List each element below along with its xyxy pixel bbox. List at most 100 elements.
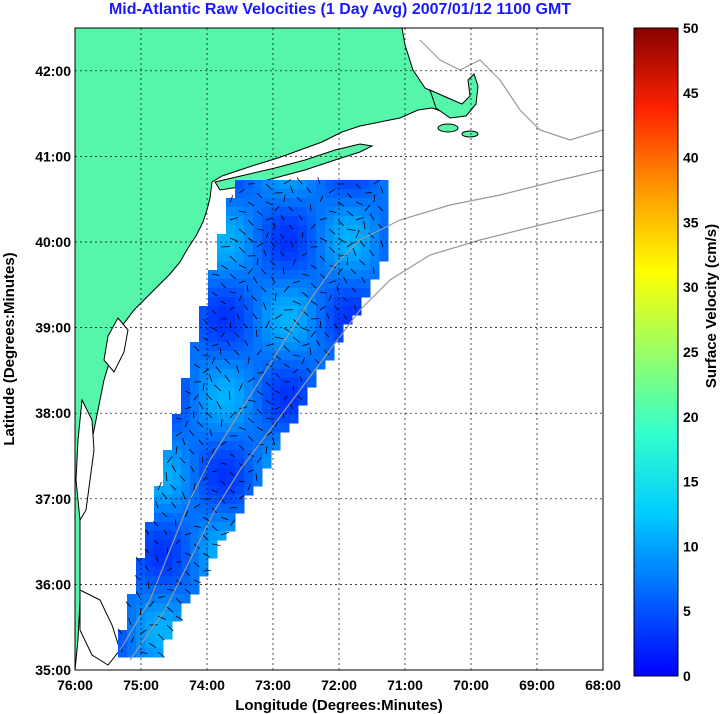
velocity-cell [343,306,353,316]
velocity-arrow [328,188,336,194]
velocity-cell [298,324,308,334]
velocity-cell [199,369,209,379]
velocity-cell [172,603,182,613]
velocity-arrow [319,195,324,203]
velocity-cell [370,243,380,253]
velocity-cell [163,531,173,541]
velocity-cell [289,207,299,217]
velocity-arrow [211,543,221,546]
velocity-arrow [380,240,384,248]
velocity-cell [343,288,353,298]
velocity-cell [163,585,173,595]
velocity-arrow [298,214,303,221]
velocity-arrow [309,204,312,212]
velocity-cell [154,621,164,631]
velocity-cell [253,414,263,424]
velocity-cell [235,324,245,334]
velocity-arrow [292,300,301,305]
velocity-cell [271,261,281,271]
velocity-cell [208,396,218,406]
velocity-cell [226,279,236,289]
velocity-arrow [274,372,280,378]
velocity-cell [244,297,254,307]
velocity-cell [235,234,245,244]
velocity-cell [136,648,146,658]
velocity-arrow [253,276,258,284]
velocity-arrow [255,329,258,338]
colorbar-tick-label: 50 [683,20,699,36]
velocity-arrow [188,448,195,455]
velocity-arrow [251,295,258,302]
x-tick-label: 71:00 [387,677,423,693]
velocity-cell [172,504,182,514]
velocity-arrow [274,205,280,212]
velocity-cell [271,189,281,199]
velocity-cell [271,270,281,280]
velocity-cell [325,351,335,361]
velocity-cell [244,369,254,379]
velocity-cell [307,315,317,325]
velocity-arrow [224,375,231,383]
velocity-arrow [319,273,326,279]
velocity-cell [244,450,254,460]
velocity-cell [190,585,200,595]
bathymetry-contour [419,39,603,141]
velocity-cell [244,270,254,280]
velocity-cell [217,288,227,298]
velocity-arrow [301,327,310,332]
velocity-arrow [211,327,218,331]
velocity-cell [253,468,263,478]
velocity-arrow [175,445,178,455]
velocity-cell [271,414,281,424]
y-tick-label: 35:00 [35,662,71,678]
velocity-cell [379,198,389,208]
velocity-cell [289,279,299,289]
velocity-arrow [238,188,245,194]
velocity-cell [289,225,299,235]
velocity-cell [154,549,164,559]
velocity-cell [280,198,290,208]
velocity-cell [352,297,362,307]
velocity-arrow [139,651,148,655]
velocity-cell [253,198,263,208]
velocity-cell [280,315,290,325]
velocity-cell [199,405,209,415]
velocity-cell [190,549,200,559]
velocity-arrow [363,220,366,230]
bathymetry-contour [129,209,603,661]
velocity-arrow [166,547,169,554]
velocity-cell [307,243,317,253]
velocity-arrow [220,516,228,521]
velocity-arrow [247,268,253,275]
velocity-arrow [296,177,303,185]
velocity-arrow [214,384,222,392]
velocity-cell [217,306,227,316]
velocity-arrow [274,406,281,410]
velocity-arrow [238,280,246,284]
velocity-cell [136,576,146,586]
velocity-arrow [153,521,159,527]
velocity-cell [145,576,155,586]
velocity-arrow [355,201,363,206]
velocity-arrow [211,309,217,315]
velocity-cell [172,450,182,460]
velocity-cell [199,378,209,388]
velocity-cell [325,198,335,208]
velocity-arrow [229,322,232,329]
y-tick-label: 36:00 [35,576,71,592]
velocity-cell [316,306,326,316]
velocity-cell [244,387,254,397]
velocity-cell [244,423,254,433]
velocity-arrow [328,280,336,284]
velocity-cell [361,279,371,289]
velocity-cell [262,207,272,217]
velocity-cell [226,207,236,217]
velocity-cell [127,639,137,649]
velocity-cell [316,342,326,352]
velocity-arrow [193,503,201,509]
velocity-arrow [247,377,255,383]
velocity-arrow [353,304,357,311]
velocity-cell [172,441,182,451]
x-tick-label: 75:00 [123,677,159,693]
